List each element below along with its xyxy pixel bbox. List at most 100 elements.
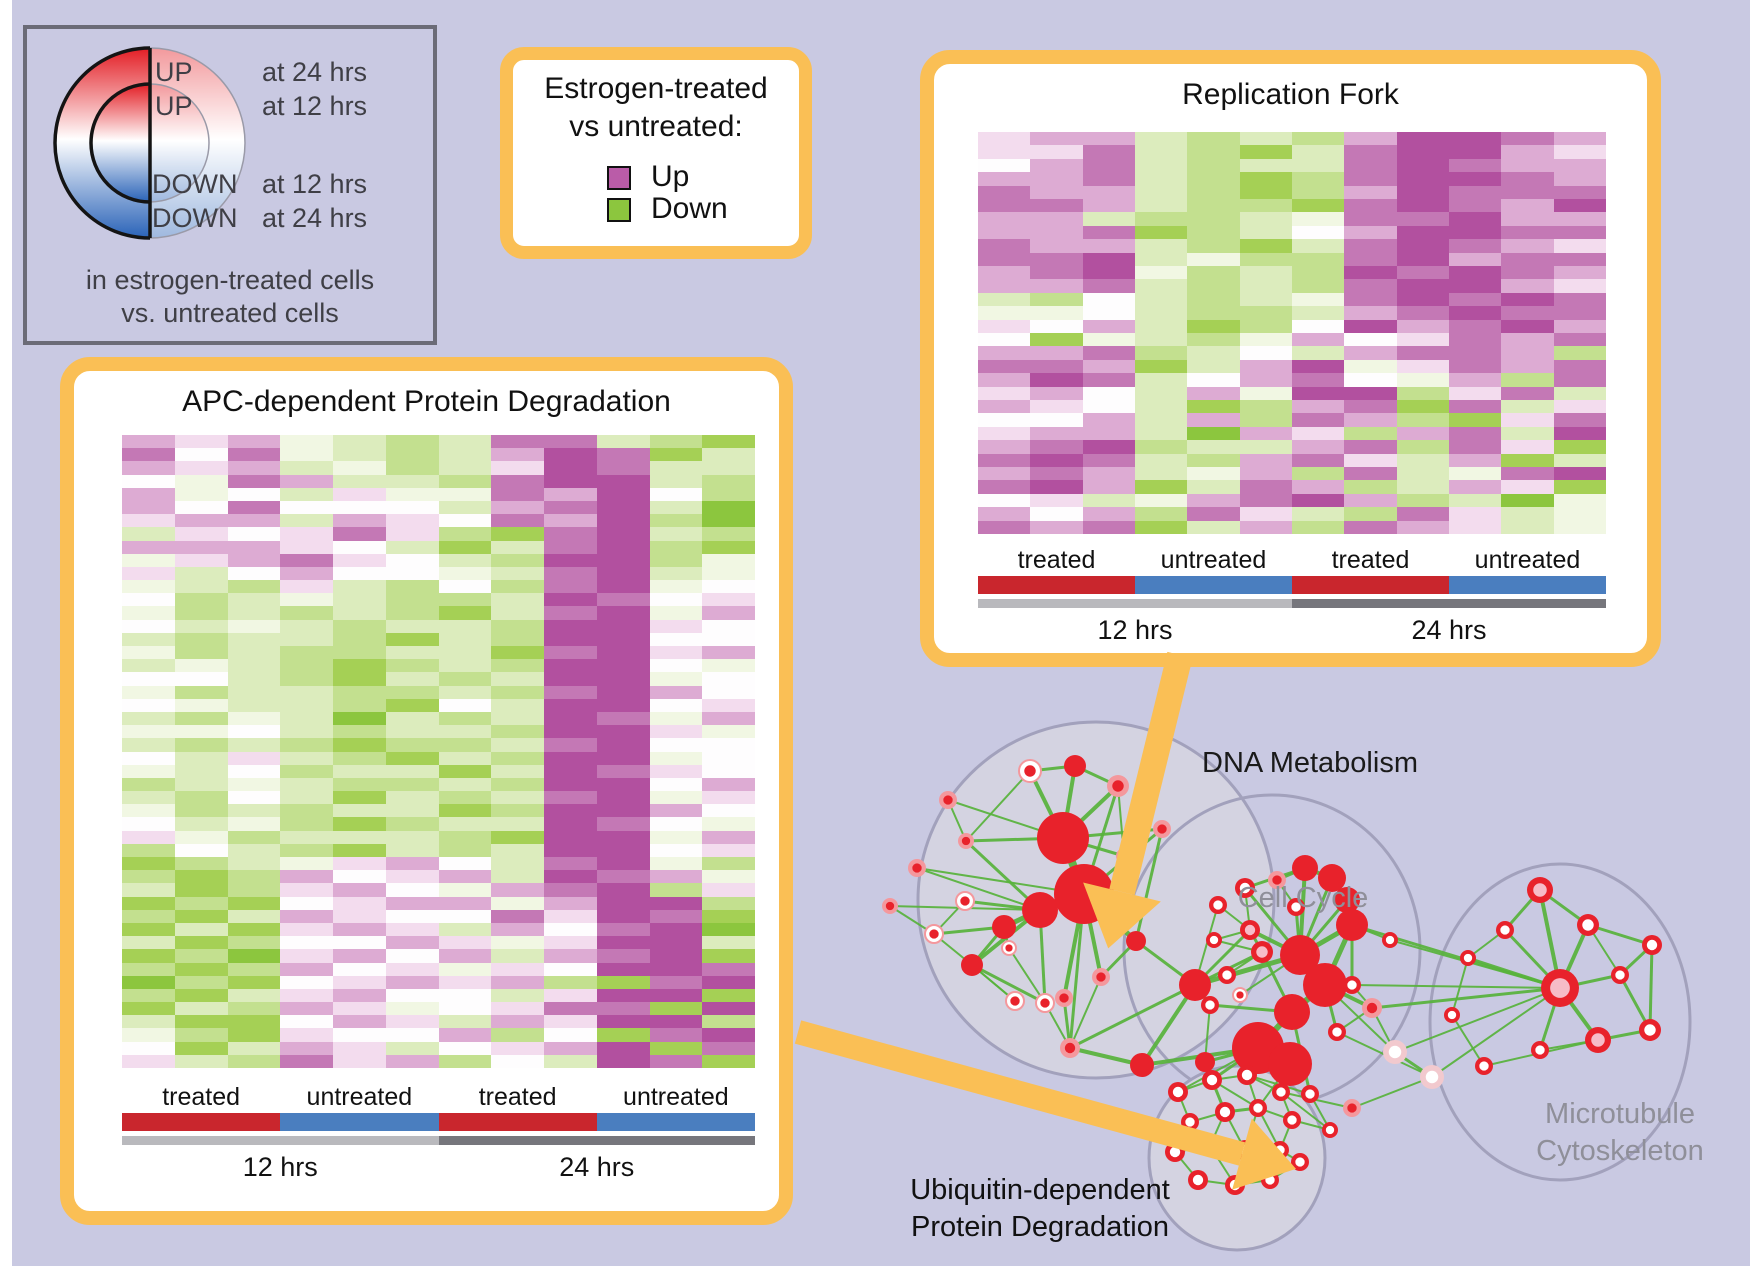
heatmap-cell — [1448, 319, 1502, 333]
heatmap-cell — [174, 632, 228, 646]
heatmap-cell — [491, 659, 544, 673]
heatmap-cell — [596, 527, 650, 541]
heatmap-cell — [702, 804, 755, 818]
heatmap-cell — [1239, 332, 1292, 347]
heatmap-cell — [385, 659, 439, 673]
heatmap-cell — [1291, 212, 1345, 226]
network-node — [1179, 969, 1211, 1001]
heatmap-cell — [1501, 520, 1554, 534]
heatmap-cell — [978, 373, 1031, 387]
heatmap-cell — [649, 896, 703, 910]
heatmap-cell — [174, 804, 228, 818]
heatmap-cell — [1553, 466, 1606, 481]
heatmap-cell — [544, 988, 597, 1003]
network-node-center — [1615, 970, 1625, 980]
heatmap-cell — [280, 949, 333, 963]
repfork-group-labels: treated untreated treated untreated — [978, 546, 1606, 575]
repfork-time-12: 12 hrs — [1097, 615, 1173, 645]
heatmap-cell — [978, 306, 1031, 320]
network-node-center — [1010, 996, 1020, 1006]
heatmap-cell — [596, 606, 650, 620]
heatmap-cell — [333, 738, 386, 752]
heatmap-cell — [544, 764, 597, 778]
heatmap-cell — [491, 1028, 544, 1042]
ring-legend-up-24: UP — [155, 57, 193, 87]
heatmap-cell — [280, 922, 333, 937]
heatmap-cell — [385, 685, 439, 699]
heatmap-cell — [227, 500, 281, 515]
heatmap-cell — [438, 487, 492, 501]
heatmap-cell — [1187, 480, 1240, 494]
network-node — [1292, 855, 1318, 881]
network-node-center — [1253, 1103, 1263, 1113]
heatmap-cell — [385, 922, 439, 937]
heatmap-cell — [1239, 239, 1292, 253]
heatmap-cell — [1082, 386, 1135, 400]
network-node-center — [1213, 900, 1223, 910]
heatmap-cell — [491, 1041, 544, 1055]
heatmap-cell — [544, 606, 597, 620]
heatmap-cell — [122, 975, 175, 989]
heatmap-cell — [280, 711, 333, 726]
heatmap-cell — [385, 1041, 439, 1055]
heatmap-cell — [1030, 359, 1083, 374]
heatmap-cell — [1187, 279, 1240, 293]
heatmap-cell — [227, 527, 281, 541]
heatmap-cell — [1501, 493, 1554, 508]
heatmap-cell — [174, 527, 228, 541]
heatmap-cell — [1291, 386, 1345, 400]
heatmap-cell — [1030, 239, 1083, 253]
heatmap-cell — [227, 975, 281, 989]
heatmap-cell — [649, 646, 703, 660]
heatmap-cell — [122, 751, 175, 765]
heatmap-cell — [174, 646, 228, 660]
heatmap-cell — [596, 487, 650, 501]
heatmap-cell — [544, 725, 597, 739]
heatmap-cell — [544, 962, 597, 976]
heatmap-cell — [596, 949, 650, 963]
heatmap-cell — [596, 883, 650, 897]
heatmap-cell — [1291, 319, 1345, 333]
heatmap-cell — [1344, 198, 1397, 213]
heatmap-cell — [438, 804, 492, 818]
heatmap-cell — [385, 435, 439, 449]
heatmap-cell — [544, 975, 597, 989]
heatmap-cell — [544, 619, 597, 633]
heatmap-cell — [122, 725, 175, 739]
heatmap-cell — [280, 566, 333, 581]
network-node — [1268, 1042, 1312, 1086]
heatmap-cell — [227, 685, 281, 699]
heatmap-cell — [1344, 507, 1397, 521]
time-24-bar — [438, 1136, 755, 1145]
heatmap-cell — [544, 540, 597, 554]
heatmap-cell — [174, 606, 228, 620]
network-node-center — [1059, 993, 1069, 1003]
heatmap-cell — [1187, 493, 1240, 508]
heatmap-cell — [702, 580, 755, 594]
heatmap-cell — [596, 777, 650, 792]
heatmap-cell — [333, 698, 386, 712]
heatmap-cell — [1082, 265, 1135, 280]
heatmap-cell — [1448, 185, 1502, 199]
repfork-heatmap — [978, 132, 1606, 534]
heatmap-cell — [649, 1028, 703, 1042]
heatmap-cell — [1134, 306, 1188, 320]
heatmap-cell — [978, 239, 1031, 253]
heatmap-cell — [1134, 520, 1188, 534]
heatmap-cell — [385, 580, 439, 594]
heatmap-cell — [544, 857, 597, 871]
heatmap-cell — [333, 1015, 386, 1029]
heatmap-cell — [702, 474, 755, 488]
heatmap-cell — [1134, 132, 1188, 146]
heatmap-cell — [491, 527, 544, 541]
heatmap-cell — [596, 672, 650, 686]
heatmap-cell — [1187, 520, 1240, 534]
heatmap-cell — [1187, 132, 1240, 146]
heatmap-cell — [1291, 292, 1345, 307]
heatmap-cell — [227, 764, 281, 778]
heatmap-cell — [1501, 198, 1554, 213]
heatmap-cell — [1082, 373, 1135, 387]
network-edge — [1451, 1014, 1485, 1067]
heatmap-cell — [1134, 292, 1188, 307]
heatmap-cell — [544, 487, 597, 501]
